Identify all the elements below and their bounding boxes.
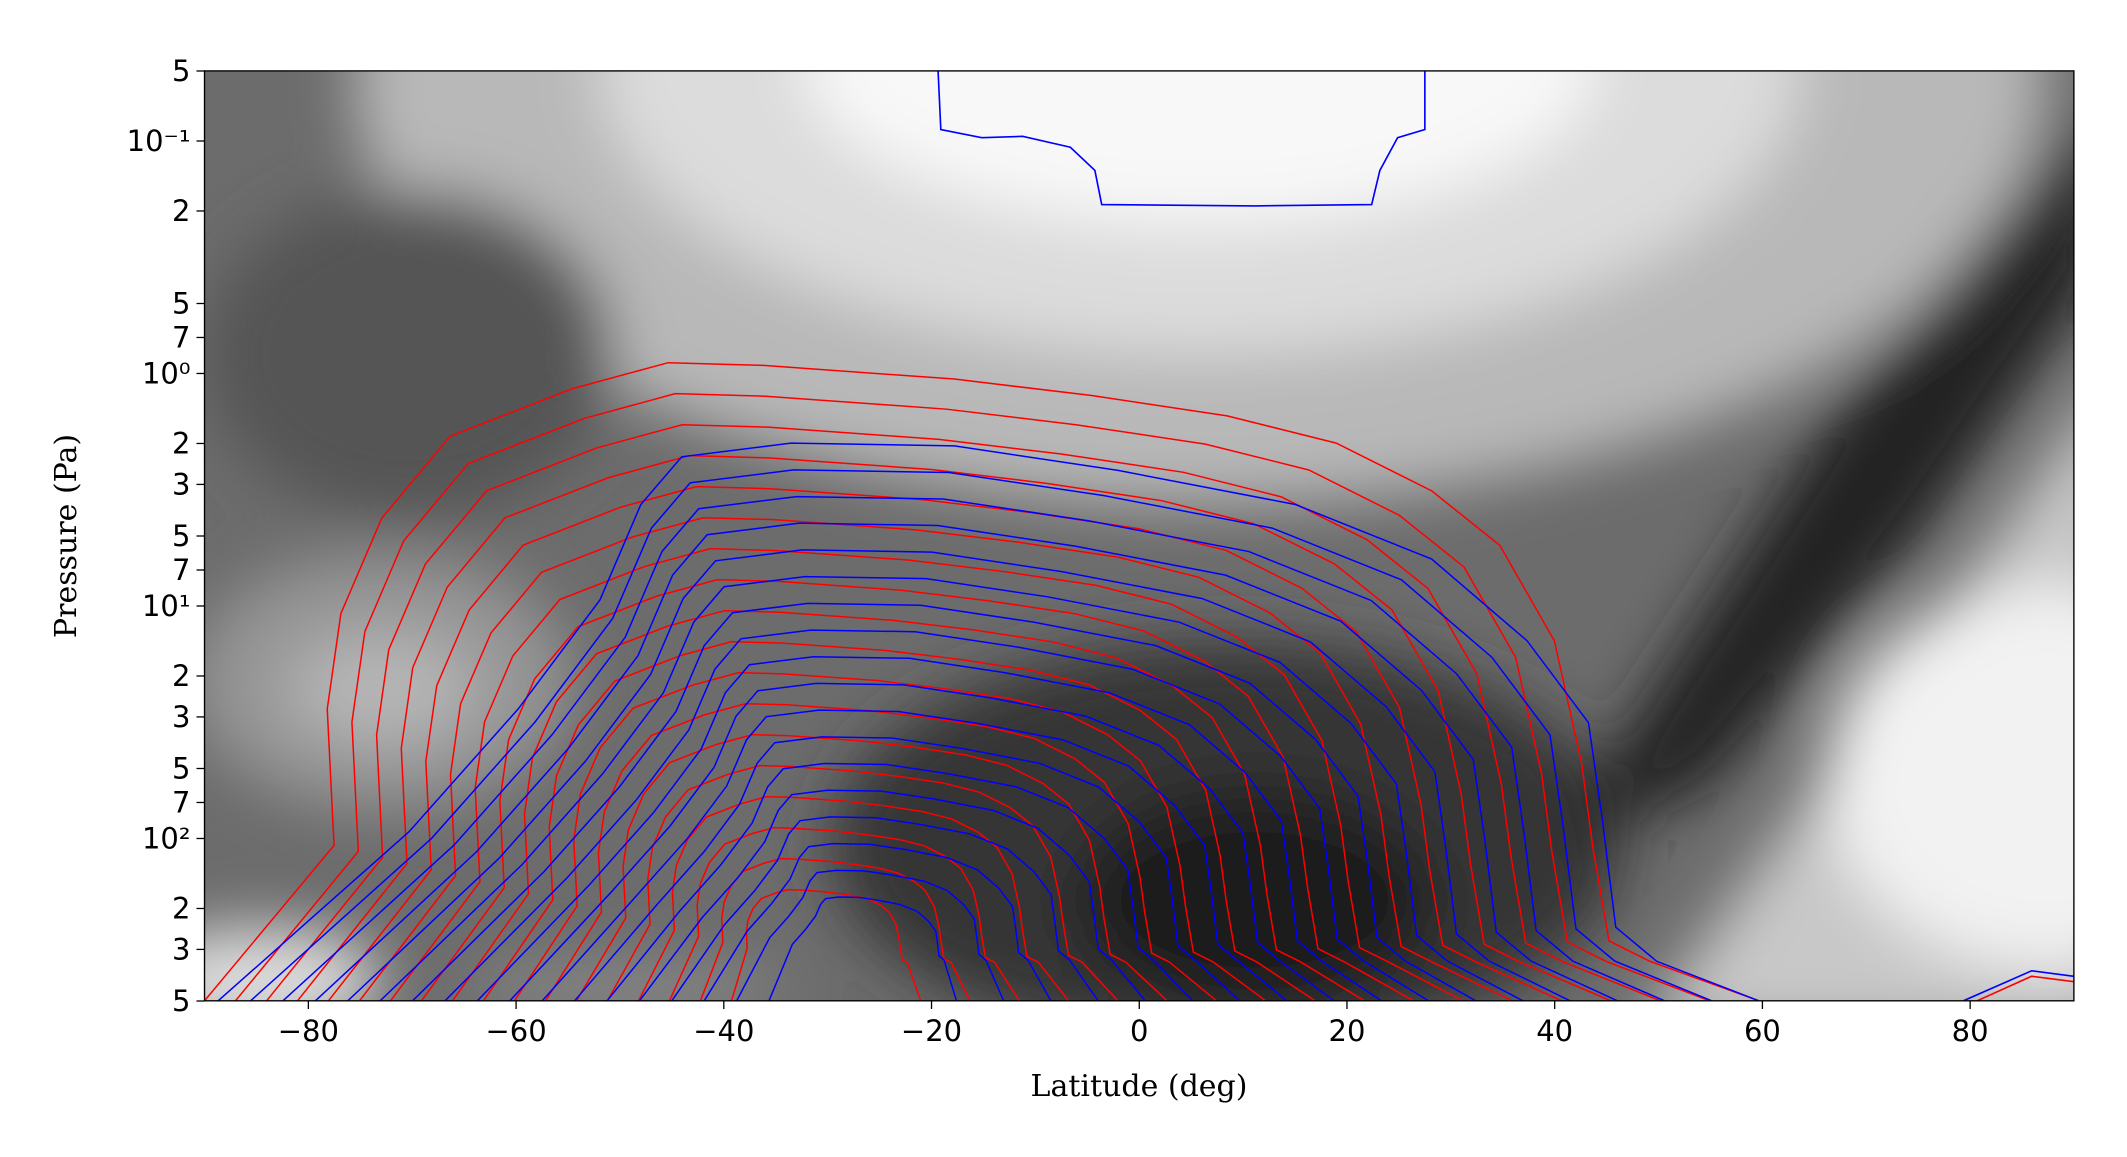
contour-line: [420, 578, 1415, 1001]
x-tick-label: 40: [1536, 1014, 1573, 1048]
y-tick-label: 2: [172, 659, 190, 693]
x-tick-label: −60: [485, 1014, 546, 1048]
contour-line: [703, 842, 1052, 1001]
x-tick-label: −20: [901, 1014, 962, 1048]
x-axis-label: Latitude (deg): [1031, 1069, 1248, 1104]
contour-line: [379, 575, 1524, 1001]
contour-lines: [204, 70, 2074, 1001]
contour-line: [575, 733, 1168, 1001]
plot-frame: [203, 70, 2075, 1002]
contour-line: [699, 857, 971, 1001]
contour-line: [358, 516, 1513, 1001]
x-tick-label: 80: [1952, 1014, 1989, 1048]
y-axis-label: Pressure (Pa): [49, 434, 84, 638]
y-tick-label: 2: [172, 426, 190, 460]
contour-line: [444, 629, 1429, 1001]
contour-line: [937, 70, 1426, 207]
x-tick-label: 0: [1130, 1014, 1148, 1048]
contour-line: [513, 671, 1267, 1001]
contour-line: [671, 816, 1099, 1001]
contour-line: [730, 888, 922, 1001]
contour-line: [668, 826, 1020, 1001]
contour-line: [1963, 969, 2074, 1001]
contour-line: [1976, 975, 2074, 1001]
y-tick-label: 10⁻¹: [127, 124, 191, 158]
contour-line: [509, 682, 1335, 1001]
contour-line: [314, 522, 1618, 1001]
y-tick-label: 2: [172, 194, 190, 228]
y-tick-label: 5: [172, 519, 190, 553]
contour-line: [638, 789, 1146, 1001]
contour-line: [736, 869, 1005, 1001]
y-tick-label: 7: [172, 320, 190, 354]
y-tick-label: 10¹: [142, 589, 191, 623]
contour-line: [265, 423, 1661, 1001]
contour-line: [347, 549, 1571, 1001]
contour-line: [574, 736, 1241, 1001]
contour-line: [541, 709, 1288, 1001]
contour-line: [412, 602, 1477, 1001]
y-tick-label: 10²: [142, 821, 191, 855]
y-tick-label: 5: [172, 54, 190, 88]
y-tick-label: 3: [172, 700, 190, 734]
x-tick-label: 60: [1744, 1014, 1781, 1048]
y-tick-label: 10⁰: [142, 356, 191, 390]
contour-line: [282, 495, 1665, 1001]
contour-line: [389, 547, 1464, 1001]
contour-line: [234, 392, 1710, 1001]
y-tick-label: 3: [172, 932, 190, 966]
contour-line: [476, 656, 1382, 1001]
y-tick-label: 3: [172, 467, 190, 501]
y-tick-label: 5: [172, 984, 190, 1018]
contour-line: [250, 469, 1713, 1001]
contour-line: [204, 361, 1760, 1001]
y-tick-label: 7: [172, 553, 190, 587]
contour-line: [482, 640, 1316, 1001]
plot-area: [203, 70, 2075, 1002]
y-tick-label: 5: [172, 752, 190, 786]
x-tick-label: −80: [278, 1014, 339, 1048]
contour-line: [296, 454, 1612, 1001]
x-tick-label: 20: [1329, 1014, 1366, 1048]
contour-line: [606, 762, 1194, 1001]
contour-line: [217, 442, 1760, 1001]
y-tick-label: 7: [172, 785, 190, 819]
y-tick-label: 2: [172, 891, 190, 925]
contour-line: [451, 609, 1365, 1001]
contour-line: [606, 764, 1119, 1001]
y-tick-label: 5: [172, 287, 190, 321]
contour-line: [637, 795, 1070, 1001]
contour-line: [768, 896, 958, 1001]
x-tick-label: −40: [693, 1014, 754, 1048]
